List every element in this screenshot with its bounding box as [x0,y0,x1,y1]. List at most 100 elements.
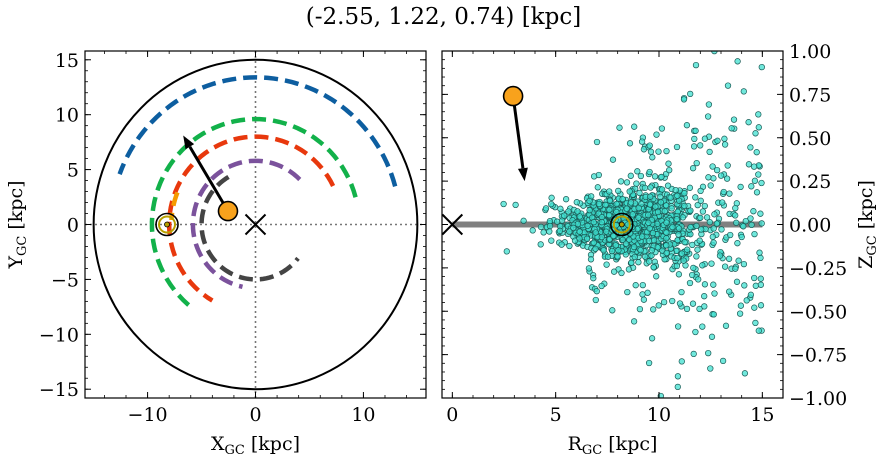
star-point [613,200,620,208]
star-point [734,240,741,247]
star-point [736,310,744,317]
star-point [669,223,676,231]
star-point [651,173,659,180]
right-y-tick-label: 1.00 [789,41,831,63]
star-point [752,282,759,289]
star-point [585,265,593,272]
left-x-tick-label: 10 [351,404,375,426]
star-point [733,219,740,226]
star-point [681,202,688,210]
star-point [689,271,696,279]
star-point [695,276,702,283]
star-point [735,257,742,264]
star-point [727,459,733,464]
star-point [500,200,507,208]
star-point [646,142,653,149]
star-point [614,253,621,260]
star-point [711,290,718,297]
star-point [600,247,607,254]
star-point [719,357,727,365]
star-point [752,319,759,327]
star-point [684,246,691,253]
star-point [576,228,583,235]
star-point [737,302,745,309]
star-point [697,214,704,221]
star-point [720,188,727,196]
star-point [717,172,725,179]
star-point [649,154,656,161]
star-point [626,140,634,147]
star-point [693,253,700,260]
star-point [648,247,656,254]
star-point [584,222,591,230]
star-point [602,201,609,209]
star-point [663,249,670,257]
star-point [583,235,591,242]
star-point [706,219,713,226]
left-velocity-arrow-head [183,135,195,150]
star-point [674,254,681,262]
star-point [603,228,610,235]
star-point [750,163,758,170]
right-velocity-arrow-shaft [511,95,525,169]
star-point [721,135,728,142]
star-point [745,161,753,168]
left-sun-dot [164,221,170,228]
star-point [594,184,601,191]
star-point [698,226,705,233]
star-point [678,250,686,257]
star-point [705,174,712,181]
star-point [725,255,733,262]
left-y-tick-label: 5 [67,160,79,182]
star-point [755,124,762,131]
star-point [748,183,755,190]
star-point [753,189,761,196]
star-point [646,168,653,176]
star-point [709,233,716,240]
star-point [674,323,682,330]
star-point [630,243,638,251]
star-point [626,188,633,195]
star-point [745,119,752,126]
star-point [692,61,700,69]
star-point [520,217,527,224]
star-point [675,225,683,232]
star-point [605,212,613,219]
right-galactic-center-marker [442,213,464,236]
star-point [562,196,570,203]
star-point [606,188,613,195]
star-point [701,135,709,142]
star-point [686,279,694,287]
star-point [726,190,733,197]
star-point [546,228,553,235]
star-point [709,163,716,170]
star-point [627,172,634,179]
star-point [666,166,673,174]
star-point [757,275,764,282]
star-point [617,178,625,185]
star-point [740,260,748,268]
star-point [697,142,704,149]
star-point [708,333,716,340]
star-point [598,219,605,226]
star-point [758,63,765,71]
star-point [696,237,703,244]
star-point [704,113,712,120]
star-point [683,122,691,129]
star-point [558,241,565,248]
star-point [723,175,731,182]
star-point [603,261,610,268]
star-point [548,194,555,201]
star-point [690,350,697,358]
star-point [565,208,572,215]
star-point [710,311,717,318]
star-point [672,186,679,194]
star-point [537,241,544,248]
star-point [748,221,755,229]
right-y-tick-label: 0.00 [789,215,831,237]
star-scatter [500,51,765,464]
star-point [645,211,652,219]
star-point [740,223,747,230]
star-point [678,358,685,365]
